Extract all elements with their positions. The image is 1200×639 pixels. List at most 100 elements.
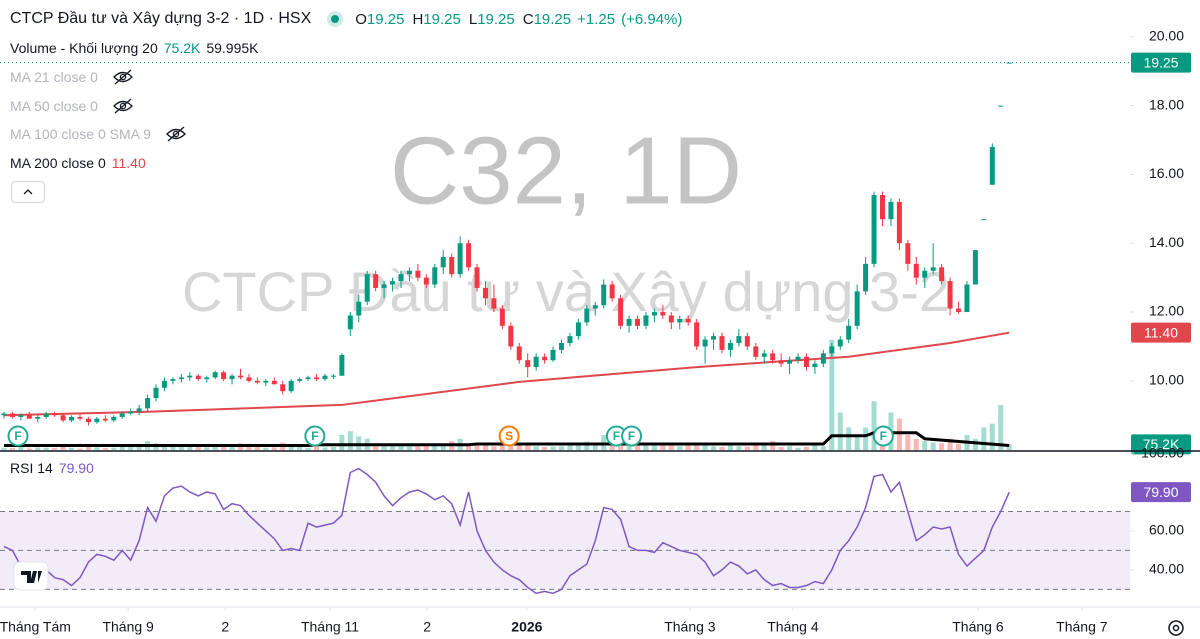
ma-value-label: 11.40 bbox=[1144, 324, 1178, 340]
event-label: F bbox=[311, 429, 318, 443]
indicator-row: MA 200 close 0 11.40 bbox=[10, 155, 146, 171]
volume-bar bbox=[727, 445, 733, 450]
candle-body bbox=[330, 375, 336, 377]
x-tick-label: Tháng Tám bbox=[0, 619, 71, 635]
volume-bar bbox=[373, 443, 379, 450]
volume-bar bbox=[516, 445, 522, 450]
y-tick-label: 20.00 bbox=[1149, 28, 1184, 44]
visibility-toggle[interactable] bbox=[112, 69, 134, 85]
volume-bar bbox=[930, 442, 936, 450]
indicator-name: MA 50 close 0 bbox=[10, 97, 98, 114]
volume-bar bbox=[297, 447, 303, 450]
strike[interactable] bbox=[167, 126, 185, 142]
hidden-icon[interactable] bbox=[112, 69, 134, 85]
volume-name[interactable]: Volume - Khối lượng 20 bbox=[10, 40, 158, 56]
chevron[interactable] bbox=[23, 189, 33, 195]
volume-bar bbox=[542, 447, 548, 450]
candle-body bbox=[229, 375, 235, 380]
hidden-icon[interactable] bbox=[112, 98, 134, 114]
volume-bar bbox=[322, 447, 328, 450]
x-tick-label: Tháng 7 bbox=[1056, 619, 1108, 635]
candle-body bbox=[660, 312, 666, 316]
candle-body bbox=[854, 291, 860, 326]
ohlc-key: O bbox=[355, 10, 367, 28]
collapse-button[interactable] bbox=[11, 181, 45, 203]
ohlc: O19.25 H19.25 L19.25 C19.25 bbox=[355, 11, 571, 28]
candle-body bbox=[297, 379, 303, 381]
event-marker bbox=[621, 425, 643, 447]
pupil[interactable] bbox=[119, 73, 127, 81]
ohlc-value: 19.25 bbox=[423, 10, 461, 28]
pupil[interactable] bbox=[172, 130, 180, 138]
x-tick-label: Tháng 6 bbox=[952, 619, 1004, 635]
indicator-name: MA 100 close 0 SMA 9 bbox=[10, 126, 151, 142]
x-tick-label: Tháng 11 bbox=[301, 619, 359, 635]
candle-body bbox=[685, 318, 691, 323]
strike[interactable] bbox=[114, 98, 132, 113]
gear-outer[interactable] bbox=[1168, 620, 1184, 636]
volume-bar bbox=[161, 445, 167, 450]
candle-body bbox=[288, 380, 294, 392]
candle-body bbox=[820, 353, 826, 364]
ma-line bbox=[3, 331, 1010, 417]
y-tick-label: 12.00 bbox=[1149, 303, 1184, 319]
candle-body bbox=[516, 346, 522, 361]
volume-bar bbox=[406, 446, 412, 450]
rsi-line bbox=[3, 467, 1010, 595]
event-marker bbox=[872, 425, 894, 447]
candle-body bbox=[204, 377, 210, 380]
volume-bar bbox=[643, 444, 649, 450]
last-price-label: 19.25 bbox=[1143, 54, 1178, 70]
candle-body bbox=[347, 315, 353, 330]
y-tick-label: 10.00 bbox=[1149, 372, 1184, 388]
volume-bar bbox=[390, 445, 396, 450]
candle-body bbox=[491, 298, 497, 309]
pupil[interactable] bbox=[119, 102, 127, 109]
indicator-name: MA 200 close 0 bbox=[10, 154, 106, 171]
candle-body bbox=[964, 284, 970, 313]
volume-bar bbox=[69, 447, 75, 450]
volume-bar bbox=[94, 447, 100, 450]
visibility-toggle[interactable] bbox=[112, 98, 134, 114]
x-tick-label: Tháng 3 bbox=[664, 619, 716, 635]
candle-body bbox=[128, 411, 134, 414]
ohlc-item: O19.25 bbox=[355, 11, 404, 28]
candle-body bbox=[26, 415, 32, 419]
indicator-row: MA 21 close 0 bbox=[10, 69, 134, 85]
volume-bar bbox=[246, 446, 252, 450]
volume-bar bbox=[381, 444, 387, 450]
settings-icon[interactable] bbox=[1168, 620, 1184, 636]
volume-bar bbox=[26, 448, 32, 450]
volume-bar bbox=[753, 445, 759, 450]
candle-body bbox=[888, 201, 894, 220]
volume-bar bbox=[846, 427, 852, 450]
candle-body bbox=[69, 416, 75, 421]
rsi-value-label: 79.90 bbox=[1143, 484, 1178, 500]
volume-bar bbox=[711, 446, 717, 450]
rsi-name[interactable]: RSI 14 bbox=[10, 460, 53, 476]
candle-body bbox=[601, 284, 607, 306]
candle-body bbox=[998, 105, 1004, 107]
candle-body bbox=[263, 380, 269, 383]
volume-value-label: 75.2K bbox=[1143, 436, 1180, 452]
candle-body bbox=[981, 219, 987, 221]
volume-bar bbox=[271, 447, 277, 450]
visibility-toggle[interactable] bbox=[165, 126, 187, 142]
volume-bar bbox=[837, 412, 843, 450]
candle-body bbox=[905, 243, 911, 264]
strike[interactable] bbox=[114, 69, 132, 85]
volume-bar bbox=[305, 447, 311, 450]
logo bbox=[13, 561, 49, 591]
candle-body bbox=[635, 318, 641, 326]
candle-body bbox=[651, 312, 657, 316]
symbol-title[interactable]: CTCP Đầu tư và Xây dựng 3-2 · 1D · HSX bbox=[10, 10, 312, 27]
gear-inner[interactable] bbox=[1172, 624, 1180, 632]
y-tick-label: 40.00 bbox=[1149, 561, 1184, 577]
hidden-icon[interactable] bbox=[165, 126, 187, 142]
collapse-icon[interactable] bbox=[12, 182, 44, 202]
ma-value-box bbox=[1131, 322, 1191, 343]
event-label: F bbox=[14, 429, 21, 443]
volume-bar bbox=[263, 447, 269, 450]
candle-body bbox=[77, 416, 83, 419]
